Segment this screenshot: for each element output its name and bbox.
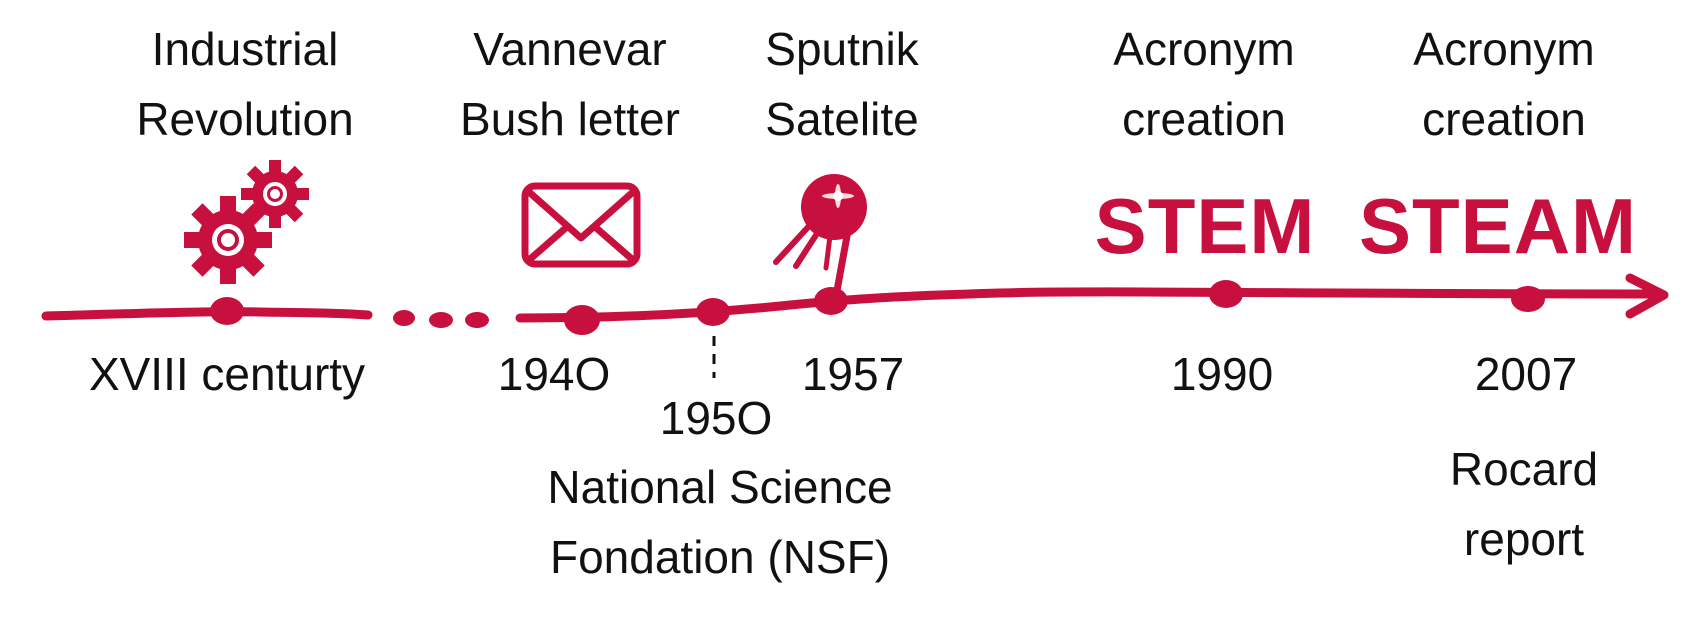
caption-nsf: National Science Fondation (NSF): [547, 452, 892, 592]
timeline-line-right: [515, 287, 1655, 323]
caption-rocard: Rocard report: [1450, 434, 1598, 574]
event-title-line: Bush letter: [460, 93, 680, 145]
event-title-line: Revolution: [136, 93, 354, 145]
event-title-line: creation: [1122, 93, 1286, 145]
acronym-stem: STEM: [1094, 182, 1316, 270]
timeline-line-left: [41, 307, 373, 321]
event-marker-industrial: [210, 297, 244, 325]
event-date-sputnik: 1957: [801, 348, 905, 400]
event-title-line: Sputnik: [765, 23, 919, 75]
envelope-icon: [521, 182, 641, 268]
event-marker-nsf: [696, 298, 730, 326]
caption-line: Rocard: [1449, 443, 1599, 495]
acronym-steam: STEAM: [1359, 182, 1637, 270]
event-title-line: creation: [1422, 93, 1586, 145]
satellite-icon: [773, 174, 867, 300]
event-title-steam: Acronym creation: [1413, 14, 1594, 154]
timeline-gap-dot: [465, 312, 489, 328]
gears-icon: [184, 160, 309, 284]
event-title-line: Industrial: [151, 23, 339, 75]
event-marker-bush: [564, 305, 600, 335]
event-date-nsf: 195O: [659, 392, 773, 444]
timeline-gap-dot: [429, 312, 453, 328]
event-marker-steam: [1511, 286, 1545, 312]
event-title-line: Satelite: [765, 93, 919, 145]
event-title-line: Acronym: [1113, 23, 1295, 75]
event-date-steam: 2007: [1474, 348, 1578, 400]
caption-line: National Science: [547, 461, 893, 513]
event-title-bush: Vannevar Bush letter: [460, 14, 680, 154]
event-title-line: Vannevar: [473, 23, 667, 75]
event-date-bush: 194O: [497, 348, 611, 400]
timeline-gap-dot: [393, 310, 415, 326]
event-date-stem: 1990: [1170, 348, 1274, 400]
event-title-line: Acronym: [1413, 23, 1595, 75]
event-title-stem: Acronym creation: [1113, 14, 1294, 154]
event-title-sputnik: Sputnik Satelite: [765, 14, 918, 154]
caption-line: Fondation (NSF): [549, 531, 891, 583]
timeline-arrowhead: [1625, 273, 1669, 319]
caption-line: report: [1463, 513, 1585, 565]
event-marker-sputnik: [814, 287, 848, 315]
event-date-industrial: XVIII centurty: [88, 348, 366, 400]
event-marker-stem: [1209, 280, 1243, 308]
event-title-industrial: Industrial Revolution: [136, 14, 353, 154]
